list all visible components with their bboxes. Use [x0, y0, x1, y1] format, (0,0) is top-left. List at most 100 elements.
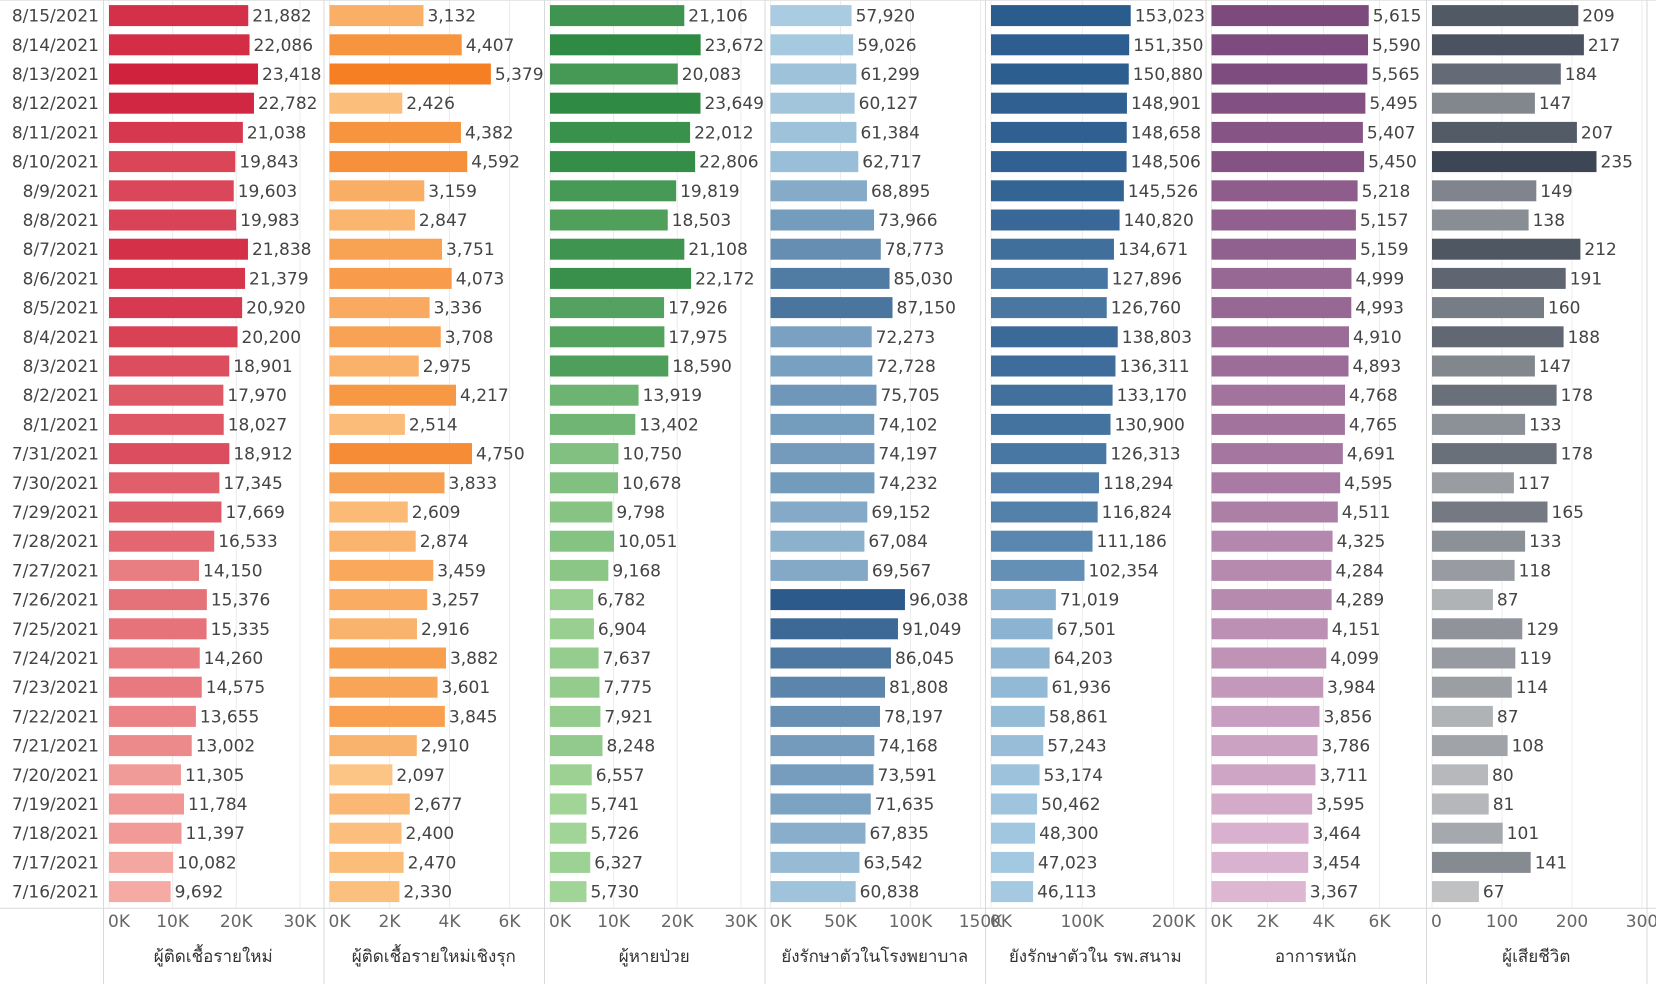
bar[interactable] [1211, 472, 1341, 494]
bar[interactable] [329, 881, 400, 903]
bar[interactable] [109, 589, 207, 611]
bar[interactable] [770, 121, 857, 143]
bar[interactable] [1211, 180, 1358, 202]
bar[interactable] [109, 530, 215, 552]
bar[interactable] [1211, 764, 1316, 786]
bar[interactable] [329, 530, 416, 552]
bar[interactable] [991, 180, 1124, 202]
bar[interactable] [1432, 589, 1493, 611]
bar[interactable] [1432, 297, 1544, 319]
bar[interactable] [329, 705, 445, 727]
bar[interactable] [1432, 63, 1561, 85]
bar[interactable] [991, 472, 1100, 494]
bar[interactable] [329, 34, 462, 56]
bar[interactable] [770, 92, 855, 114]
bar[interactable] [1432, 443, 1557, 465]
bar[interactable] [550, 209, 668, 231]
bar[interactable] [1211, 618, 1328, 640]
bar[interactable] [1432, 501, 1548, 523]
bar[interactable] [991, 501, 1098, 523]
bar[interactable] [550, 559, 609, 581]
bar[interactable] [550, 92, 701, 114]
bar[interactable] [550, 501, 613, 523]
bar[interactable] [550, 735, 603, 757]
bar[interactable] [550, 121, 691, 143]
bar[interactable] [991, 209, 1120, 231]
bar[interactable] [991, 881, 1034, 903]
bar[interactable] [770, 238, 881, 260]
bar[interactable] [109, 822, 182, 844]
bar[interactable] [1432, 530, 1526, 552]
bar[interactable] [329, 822, 402, 844]
bar[interactable] [1211, 705, 1320, 727]
bar[interactable] [550, 326, 665, 348]
bar[interactable] [991, 764, 1040, 786]
bar[interactable] [991, 121, 1127, 143]
bar[interactable] [109, 355, 230, 377]
bar[interactable] [329, 413, 405, 435]
bar[interactable] [770, 618, 898, 640]
bar[interactable] [550, 238, 685, 260]
bar[interactable] [550, 851, 591, 873]
bar[interactable] [109, 618, 207, 640]
bar[interactable] [109, 238, 248, 260]
bar[interactable] [1432, 238, 1581, 260]
bar[interactable] [329, 735, 417, 757]
bar[interactable] [1432, 705, 1493, 727]
bar[interactable] [991, 413, 1111, 435]
bar[interactable] [550, 530, 614, 552]
bar[interactable] [329, 209, 415, 231]
bar[interactable] [329, 589, 428, 611]
bar[interactable] [329, 92, 403, 114]
bar[interactable] [109, 413, 224, 435]
bar[interactable] [770, 151, 859, 173]
bar[interactable] [991, 267, 1108, 289]
bar[interactable] [1211, 326, 1349, 348]
bar[interactable] [109, 63, 259, 85]
bar[interactable] [1432, 647, 1516, 669]
bar[interactable] [329, 851, 404, 873]
bar[interactable] [329, 764, 393, 786]
bar[interactable] [1432, 151, 1597, 173]
bar[interactable] [1211, 559, 1332, 581]
bar[interactable] [109, 501, 222, 523]
bar[interactable] [1211, 34, 1369, 56]
bar[interactable] [1432, 618, 1523, 640]
bar[interactable] [770, 735, 875, 757]
bar[interactable] [1211, 851, 1309, 873]
bar[interactable] [109, 851, 174, 873]
bar[interactable] [109, 881, 171, 903]
bar[interactable] [550, 384, 639, 406]
bar[interactable] [1432, 180, 1537, 202]
bar[interactable] [1432, 822, 1503, 844]
bar[interactable] [770, 413, 875, 435]
bar[interactable] [770, 180, 867, 202]
bar[interactable] [1211, 589, 1332, 611]
bar[interactable] [991, 559, 1085, 581]
bar[interactable] [329, 238, 443, 260]
bar[interactable] [770, 209, 875, 231]
bar[interactable] [770, 34, 854, 56]
bar[interactable] [1211, 297, 1352, 319]
bar[interactable] [329, 180, 425, 202]
bar[interactable] [109, 209, 237, 231]
bar[interactable] [991, 355, 1116, 377]
bar[interactable] [770, 355, 873, 377]
bar[interactable] [550, 647, 599, 669]
bar[interactable] [1211, 209, 1356, 231]
bar[interactable] [770, 705, 880, 727]
bar[interactable] [770, 764, 874, 786]
bar[interactable] [991, 63, 1129, 85]
bar[interactable] [329, 676, 438, 698]
bar[interactable] [991, 676, 1048, 698]
bar[interactable] [1432, 735, 1508, 757]
bar[interactable] [770, 530, 865, 552]
bar[interactable] [1432, 384, 1557, 406]
bar[interactable] [550, 63, 678, 85]
bar[interactable] [991, 92, 1127, 114]
bar[interactable] [329, 326, 441, 348]
bar[interactable] [1211, 647, 1327, 669]
bar[interactable] [1432, 881, 1479, 903]
bar[interactable] [1211, 501, 1338, 523]
bar[interactable] [1211, 793, 1313, 815]
